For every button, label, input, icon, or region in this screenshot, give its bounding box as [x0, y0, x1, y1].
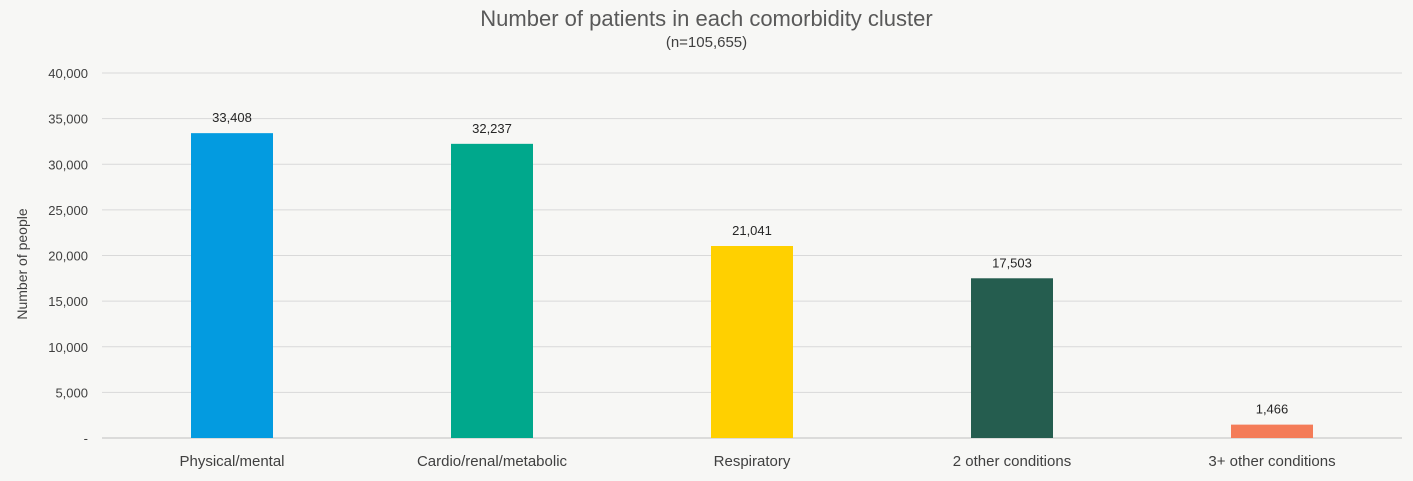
y-tick-label: 20,000 — [48, 249, 88, 264]
y-tick-label: 15,000 — [48, 294, 88, 309]
data-label: 21,041 — [732, 223, 772, 238]
y-tick-label: 5,000 — [55, 385, 88, 400]
y-tick-label: 35,000 — [48, 112, 88, 127]
y-tick-label: 10,000 — [48, 340, 88, 355]
bar — [711, 246, 793, 438]
x-category-label: Cardio/renal/metabolic — [417, 453, 568, 470]
y-tick-label: - — [84, 431, 88, 446]
bar — [191, 133, 273, 439]
x-category-label: 3+ other conditions — [1208, 453, 1335, 470]
bar — [971, 278, 1053, 438]
y-tick-label: 25,000 — [48, 203, 88, 218]
chart-title: Number of patients in each comorbidity c… — [480, 6, 933, 31]
y-tick-label: 30,000 — [48, 157, 88, 172]
data-labels: 33,408 32,237 21,041 17,503 1,466 — [212, 110, 1288, 416]
y-axis-ticks: - 5,000 10,000 15,000 20,000 25,000 30,000 35,0… — [48, 66, 88, 446]
data-label: 17,503 — [992, 255, 1032, 270]
data-label: 33,408 — [212, 110, 252, 125]
bar — [1231, 424, 1313, 438]
bars — [191, 133, 1313, 439]
data-label: 1,466 — [1256, 402, 1289, 417]
x-category-label: 2 other conditions — [953, 453, 1071, 470]
x-category-label: Respiratory — [714, 453, 791, 470]
chart-subtitle: (n=105,655) — [665, 34, 748, 51]
x-category-label: Physical/mental — [179, 453, 284, 470]
y-axis-title: Number of people — [14, 208, 30, 320]
y-tick-label: 40,000 — [48, 66, 88, 81]
bar — [451, 143, 533, 438]
data-label: 32,237 — [472, 121, 512, 136]
x-axis-categories: Physical/mental Cardio/renal/metabolic Res… — [179, 453, 1335, 470]
